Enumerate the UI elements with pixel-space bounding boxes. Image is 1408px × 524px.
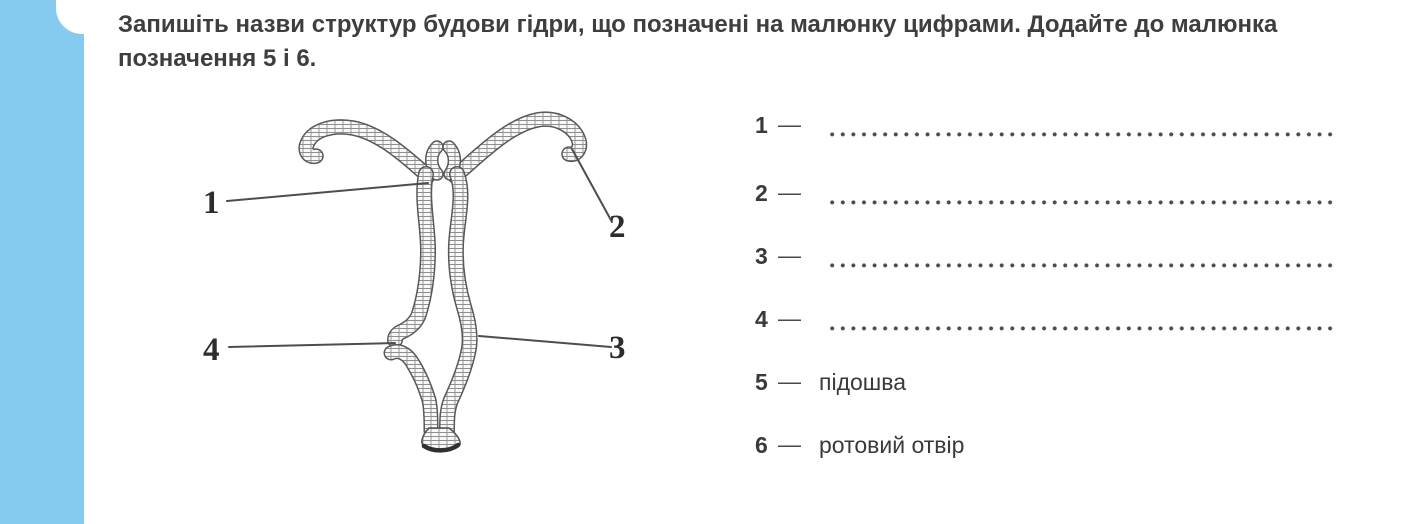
answer-row-1: 1 — <box>755 111 1335 144</box>
answer-row-4: 4 — <box>755 305 1335 338</box>
answer-dash: — <box>778 431 801 457</box>
answer-blank-line[interactable] <box>830 326 1335 331</box>
leader-line-2 <box>571 148 613 223</box>
body-wall-left <box>387 166 437 348</box>
hydra-figure: 1 2 3 4 <box>195 100 660 480</box>
answer-blank-line[interactable] <box>830 200 1335 205</box>
blue-margin-strip <box>0 0 84 524</box>
answer-text: ротовий отвір <box>819 432 965 458</box>
answer-number: 1 <box>755 112 768 138</box>
answer-number: 4 <box>755 306 768 332</box>
answer-dash: — <box>778 242 801 268</box>
answer-number: 6 <box>755 432 768 458</box>
figure-label-3: 3 <box>609 330 626 366</box>
answer-text: підошва <box>819 369 906 395</box>
bud-lower-lip-and-lower-wall-left <box>383 344 439 439</box>
answer-blank-line[interactable] <box>830 132 1335 137</box>
answer-dash: — <box>778 111 801 137</box>
answer-row-5: 5 — підошва <box>755 368 1335 401</box>
answer-list: 1 — 2 — 3 — 4 — 5 — підошва 6 — ротовий … <box>755 111 1335 464</box>
answer-number: 5 <box>755 369 768 395</box>
tentacle-right <box>447 111 588 184</box>
answer-row-6: 6 — ротовий отвір <box>755 431 1335 464</box>
figure-label-1: 1 <box>203 185 220 221</box>
tentacle-left <box>298 119 436 184</box>
answer-dash: — <box>778 305 801 331</box>
leader-line-3 <box>478 335 612 348</box>
hydra-diagram: 1 2 3 4 <box>203 111 626 453</box>
leader-line-4 <box>228 342 396 348</box>
answer-dash: — <box>778 368 801 394</box>
answer-number: 2 <box>755 180 768 206</box>
task-prompt: Запишіть назви структур будови гідри, що… <box>118 11 1278 72</box>
answer-blank-line[interactable] <box>830 263 1335 268</box>
figure-label-2: 2 <box>609 209 626 245</box>
answer-dash: — <box>778 179 801 205</box>
leader-lines <box>226 148 613 348</box>
answer-number: 3 <box>755 243 768 269</box>
foot-sole <box>421 427 461 453</box>
leader-line-1 <box>226 182 429 202</box>
body-wall-right <box>439 166 478 439</box>
answer-row-2: 2 — <box>755 179 1335 212</box>
answer-row-3: 3 — <box>755 242 1335 275</box>
figure-label-4: 4 <box>203 332 220 368</box>
